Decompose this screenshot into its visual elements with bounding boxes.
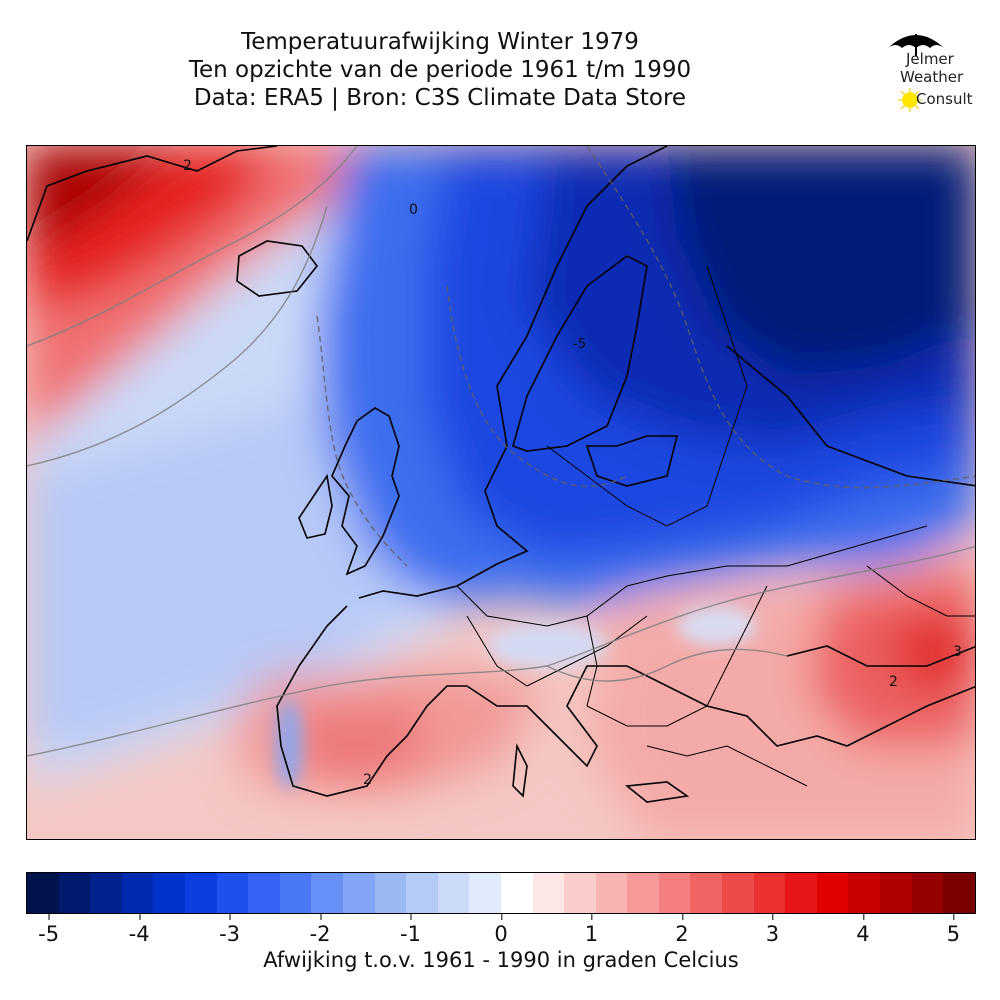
title-line-2: Ten opzichte van de periode 1961 t/m 199… <box>188 57 692 83</box>
colorbar-segment <box>311 873 343 913</box>
contour-label-north-sea: 0 <box>409 202 418 218</box>
colorbar-segment <box>753 873 786 913</box>
colorbar-segment <box>90 873 122 913</box>
colorbar-tick-label: 3 <box>766 914 779 946</box>
logo-line-2: Weather <box>900 68 964 86</box>
colorbar-segment <box>153 873 185 913</box>
colorbar-label: Afwijking t.o.v. 1961 - 1990 in graden C… <box>263 948 739 972</box>
colorbar-tick-label: 5 <box>947 914 960 946</box>
colorbar-tick-label: -1 <box>400 914 421 946</box>
colorbar-tick-label: 2 <box>675 914 689 946</box>
colorbar-segment <box>880 873 912 913</box>
umbrella-icon <box>888 34 944 56</box>
contour-label-turkey-inner: 2 <box>889 674 898 690</box>
colorbar-segment <box>848 873 881 913</box>
colorbar-segment <box>58 873 91 913</box>
logo-line-3: Consult <box>916 90 973 108</box>
colorbar-segment <box>437 873 470 913</box>
logo: Jelmer Weather Consult <box>880 28 980 118</box>
contour-label-greenland: 2 <box>183 158 192 174</box>
map-title: Temperatuurafwijking Winter 1979 Ten opz… <box>120 28 760 112</box>
colorbar-segment <box>785 873 817 913</box>
colorbar-segment <box>690 873 723 913</box>
title-line-3: Data: ERA5 | Bron: C3S Climate Data Stor… <box>193 85 687 111</box>
colorbar-segment <box>374 873 407 913</box>
colorbar-segment <box>500 873 533 913</box>
colorbar-segment <box>279 873 312 913</box>
colorbar-segment <box>342 873 375 913</box>
colorbar-segment <box>595 873 628 913</box>
colorbar-tick-label: -2 <box>310 914 331 946</box>
logo-line-1: Jelmer <box>906 50 954 68</box>
colorbar-ticks: -5 -4 -3 -2 -1 0 1 2 3 4 5 <box>26 914 976 946</box>
title-line-1: Temperatuurafwijking Winter 1979 <box>241 29 639 55</box>
colorbar-segment <box>121 873 154 913</box>
colorbar-tick-label: 4 <box>856 914 870 946</box>
contour-label-lapland: -5 <box>573 337 586 352</box>
colorbar-segment <box>216 873 249 913</box>
colorbar-tick-label: 1 <box>585 914 598 946</box>
colorbar-segment <box>27 873 59 913</box>
colorbar-tick-label: -4 <box>129 914 150 946</box>
colorbar-tick-label: -5 <box>38 914 59 946</box>
colorbar-segment <box>248 873 280 913</box>
contour-label-turkey: 3 <box>953 644 962 660</box>
colorbar-tick-label: 0 <box>494 914 508 946</box>
colorbar-segment <box>816 873 849 913</box>
temperature-anomaly-map: 2 -5 0 2 3 2 <box>26 145 976 840</box>
colorbar-tick-label: -3 <box>219 914 240 946</box>
colorbar-segment <box>722 873 754 913</box>
colorbar-segment <box>943 873 975 913</box>
sun-icon <box>898 88 922 112</box>
colorbar <box>26 872 976 914</box>
colorbar-segment <box>911 873 944 913</box>
colorbar-segment <box>564 873 596 913</box>
map-svg: 2 -5 0 2 3 2 <box>27 146 975 839</box>
colorbar-segment <box>184 873 217 913</box>
colorbar-segment <box>627 873 659 913</box>
colorbar-segment <box>469 873 501 913</box>
colorbar-segment <box>658 873 691 913</box>
colorbar-segment <box>532 873 565 913</box>
colorbar-segment <box>406 873 438 913</box>
contour-label-iberia: 2 <box>363 772 372 788</box>
